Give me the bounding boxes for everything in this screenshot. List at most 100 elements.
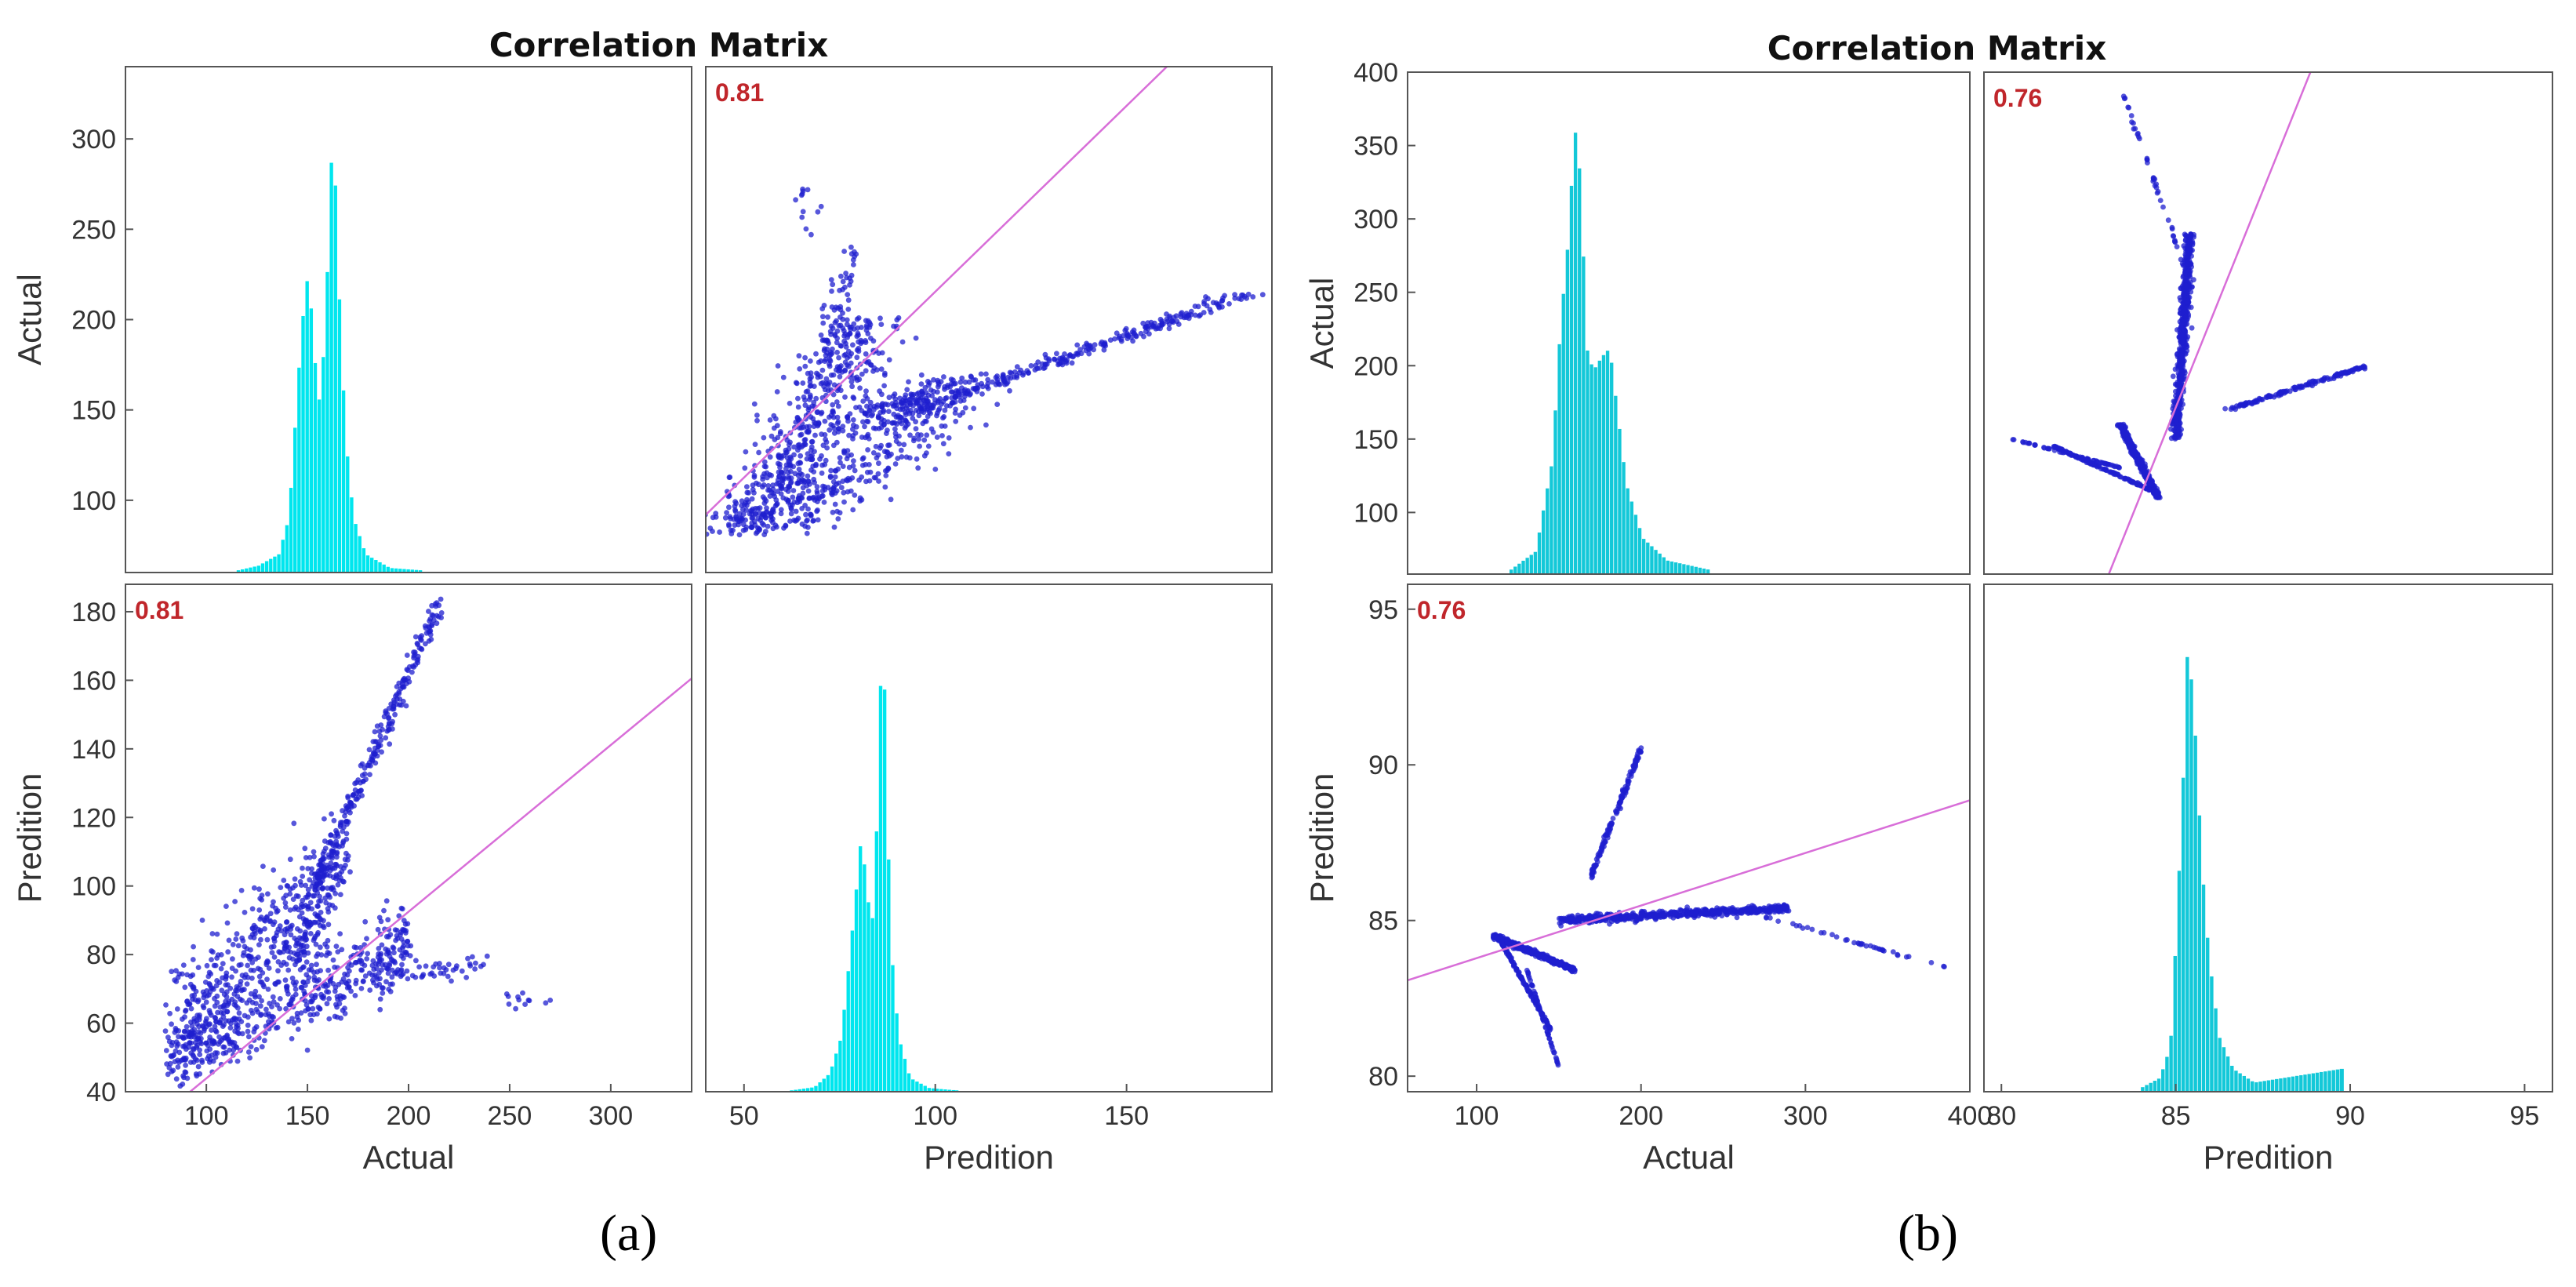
scatter-point-1178 [321, 918, 326, 924]
scatter-point-824 [819, 493, 825, 500]
scatter-point-724 [438, 610, 445, 616]
cell-0-0 [1509, 133, 1710, 574]
scatter-point-412 [182, 1069, 188, 1075]
scatter-point-1022 [800, 485, 806, 491]
scatter-point-987 [914, 456, 920, 462]
scatter-point-1137 [953, 406, 958, 413]
scatter-point-84 [842, 394, 848, 400]
scatter-point-1163 [920, 420, 926, 427]
scatter-point-910 [805, 525, 811, 530]
hist-bar-8 [822, 1078, 826, 1092]
hist-bar-10 [1550, 466, 1553, 574]
scatter-point-1174 [834, 439, 840, 445]
scatter-point-399 [298, 1010, 304, 1016]
scatter-point-1098 [234, 987, 240, 994]
scatter-point-707 [943, 394, 950, 401]
scatter-point-143 [795, 404, 801, 410]
scatter-point-692 [1173, 313, 1179, 319]
scatter-point-939 [282, 900, 289, 906]
hist-bar-30 [358, 536, 362, 573]
scatter-point-62 [770, 482, 776, 489]
scatter-point-359 [303, 1008, 308, 1014]
scatter-point-902 [934, 413, 939, 419]
scatter-point-387 [259, 1044, 265, 1050]
scatter-point-778 [1101, 347, 1107, 353]
hist-bar-34 [927, 1088, 932, 1092]
scatter-point-1221 [343, 831, 350, 837]
scatter-point-1291 [983, 371, 989, 377]
hist-bar-38 [390, 568, 394, 573]
scatter-point-1112 [204, 1016, 209, 1022]
scatter-point-956 [859, 456, 866, 462]
scatter-point-1320 [841, 249, 847, 254]
scatter-point-317 [378, 918, 384, 925]
scatter-point-1271 [332, 891, 339, 896]
scatter-point-885 [852, 467, 858, 474]
scatter-point-1240 [278, 962, 285, 969]
scatter-point-56 [214, 1050, 220, 1056]
scatter-point-1251 [322, 838, 328, 844]
scatter-point-1154 [172, 977, 178, 983]
fit-line [2107, 72, 2312, 574]
cell-0-1 [706, 67, 1266, 538]
scatter-point-599 [1549, 1042, 1555, 1049]
scatter-point-1358 [799, 214, 805, 220]
scatter-point-493 [827, 358, 834, 364]
scatter-point-688 [427, 631, 434, 638]
scatter-point-973 [778, 507, 784, 513]
scatter-point-715 [1166, 325, 1172, 332]
scatter-point-1280 [2293, 387, 2298, 392]
scatter-point-1107 [2178, 366, 2184, 373]
scatter-point-1282 [312, 887, 318, 893]
scatter-point-728 [347, 809, 353, 816]
scatter-point-1155 [2178, 297, 2184, 304]
scatter-point-1324 [407, 953, 413, 958]
scatter-point-1088 [262, 926, 267, 932]
scatter-point-780 [386, 715, 391, 722]
scatter-point-108 [405, 943, 411, 949]
scatter-point-1156 [223, 1018, 229, 1023]
scatter-point-1250 [927, 380, 932, 386]
scatter-point-1247 [325, 909, 332, 915]
scatter-point-933 [224, 920, 231, 926]
scatter-point-1342 [2135, 130, 2141, 136]
scatter-point-1143 [201, 994, 207, 1001]
scatter-point-1024 [311, 871, 318, 877]
scatter-point-726 [1188, 311, 1194, 318]
scatter-point-647 [1046, 358, 1052, 364]
scatter-point-257 [195, 1063, 202, 1070]
scatter-points [2010, 93, 2368, 500]
scatter-point-780 [1024, 368, 1030, 374]
scatter-point-634 [378, 737, 384, 743]
scatter-point-1055 [232, 999, 238, 1005]
hist-bar-19 [867, 902, 870, 1092]
scatter-point-1229 [885, 409, 892, 414]
scatter-point-1092 [805, 478, 812, 485]
scatter-point-404 [249, 1010, 256, 1016]
scatter-point-339 [253, 1001, 259, 1006]
scatter-point-1126 [748, 507, 754, 514]
scatter-point-976 [176, 1034, 181, 1040]
scatter-point-82 [227, 1025, 234, 1031]
scatter-point-840 [173, 1076, 180, 1082]
scatter-point-551 [372, 729, 378, 735]
scatter-point-749 [1167, 313, 1172, 319]
scatter-point-1086 [311, 849, 317, 855]
hist-bar-39 [1666, 560, 1670, 574]
scatter-point-487 [775, 477, 781, 483]
scatter-point-144 [801, 394, 807, 400]
scatter-point-959 [939, 433, 945, 438]
scatter-point-1095 [214, 955, 220, 961]
cell-1-0 [162, 596, 692, 1092]
xtick-label: 50 [729, 1101, 759, 1131]
scatter-point-305 [384, 966, 391, 972]
ytick-label: 140 [71, 735, 116, 765]
scatter-point-442 [848, 360, 854, 366]
scatter-point-754 [434, 600, 440, 605]
hist-bar-26 [341, 390, 346, 573]
scatter-point-148 [728, 515, 733, 522]
scatter-point-1289 [886, 394, 892, 401]
scatter-point-1165 [832, 467, 838, 474]
scatter-point-1356 [506, 1001, 512, 1007]
scatter-point-278 [321, 994, 326, 999]
